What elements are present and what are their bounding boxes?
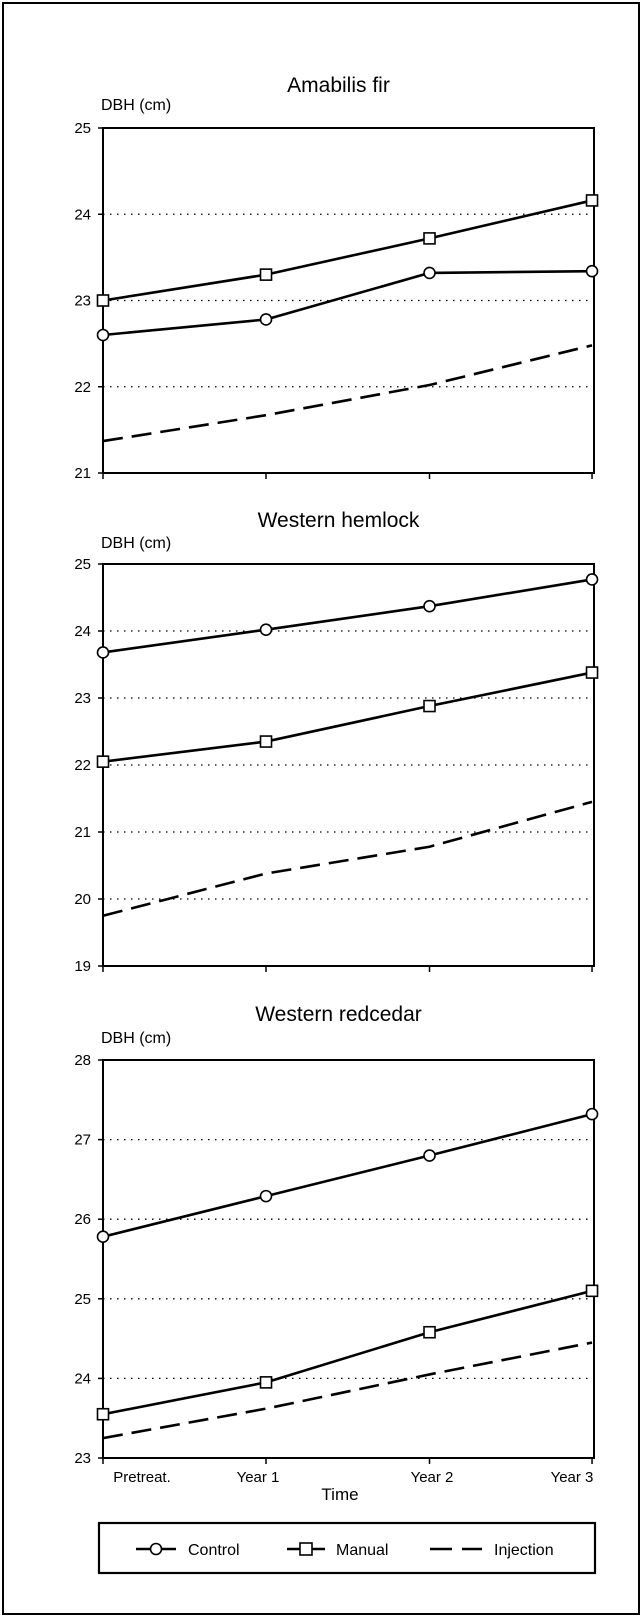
chart-title: Western hemlock: [258, 509, 420, 532]
control-point: [96, 328, 110, 342]
control-point: [259, 313, 273, 326]
chart-panel-1: Amabilis fir DBH (cm) 21 22 23 24 25: [74, 74, 599, 482]
legend: Control Manual Injection: [97, 1521, 597, 1575]
legend-box: [97, 1521, 597, 1575]
y-axis-label: DBH (cm): [101, 535, 171, 552]
control-point: [96, 1230, 110, 1244]
y-tick-label: 25: [74, 120, 91, 137]
x-tick-label: Year 1: [237, 1469, 280, 1486]
control-point: [423, 1149, 436, 1162]
x-tick-label: Pretreat.: [113, 1469, 171, 1486]
legend-square-marker: [299, 1542, 313, 1556]
x-tick-label: Year 3: [551, 1469, 594, 1486]
legend-label-control: Control: [188, 1542, 240, 1559]
control-point: [585, 1107, 599, 1121]
y-tick-label: 20: [74, 891, 91, 908]
manual-point: [585, 1284, 599, 1298]
chart-title: Western redcedar: [255, 1003, 422, 1026]
legend-circle-marker: [149, 1542, 163, 1556]
series-line-injection: [102, 800, 593, 918]
manual-point: [96, 1407, 110, 1421]
manual-point: [259, 1376, 273, 1389]
y-tick-label: 24: [74, 623, 91, 640]
series-line-injection: [102, 1341, 593, 1440]
y-tick-label: 22: [74, 379, 91, 396]
series-line-manual: [102, 199, 593, 302]
series-line-control: [102, 269, 593, 337]
manual-point: [259, 735, 273, 748]
series-line-manual: [102, 671, 593, 763]
manual-point: [585, 666, 599, 679]
y-tick-label: 25: [74, 556, 91, 573]
manual-point: [423, 232, 436, 245]
chart-panel-2: Western hemlock DBH (cm) 19 20 21 22 23 24 25: [74, 509, 599, 975]
manual-point: [423, 699, 436, 713]
chart-panel-3: Western redcedar DBH (cm) 23 24 25 26 27 28 Pret…: [74, 1003, 599, 1504]
control-point: [96, 646, 110, 659]
manual-point: [585, 194, 599, 207]
manual-point: [96, 294, 110, 307]
control-point: [423, 266, 436, 280]
control-point: [585, 264, 599, 278]
series-line-control: [102, 578, 593, 654]
y-axis-label: DBH (cm): [101, 1030, 171, 1047]
plot-area: [102, 1059, 595, 1459]
legend-label-injection: Injection: [494, 1542, 554, 1559]
control-point: [259, 1189, 273, 1203]
manual-point: [423, 1325, 436, 1339]
y-tick-label: 21: [74, 465, 91, 482]
series-line-control: [102, 1112, 593, 1238]
chart-title: Amabilis fir: [287, 74, 390, 97]
legend-label-manual: Manual: [336, 1542, 388, 1559]
series-line-injection: [102, 344, 593, 443]
x-tick-label: Year 2: [411, 1469, 454, 1486]
y-tick-label: 23: [74, 690, 91, 707]
y-tick-label: 26: [74, 1211, 91, 1228]
y-tick-label: 28: [74, 1052, 91, 1069]
control-point: [585, 573, 599, 586]
y-tick-label: 24: [74, 1370, 91, 1387]
series-line-manual: [102, 1289, 593, 1416]
y-tick-label: 25: [74, 1291, 91, 1308]
y-tick-label: 24: [74, 206, 91, 223]
y-tick-label: 27: [74, 1132, 91, 1149]
manual-point: [259, 268, 273, 281]
y-tick-label: 22: [74, 757, 91, 774]
x-axis-label: Time: [321, 1485, 358, 1504]
y-tick-label: 23: [74, 293, 91, 310]
control-point: [259, 623, 273, 636]
y-tick-label: 21: [74, 824, 91, 841]
y-tick-label: 23: [74, 1450, 91, 1467]
y-tick-label: 19: [74, 958, 91, 975]
y-axis-label: DBH (cm): [101, 97, 171, 114]
manual-point: [96, 755, 110, 768]
control-point: [423, 599, 436, 613]
